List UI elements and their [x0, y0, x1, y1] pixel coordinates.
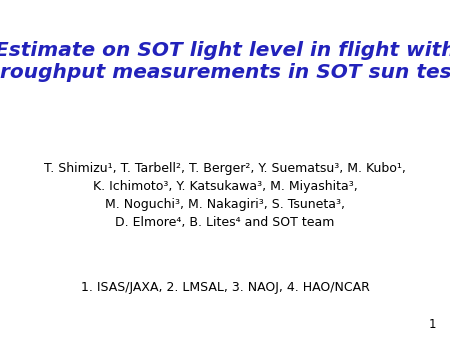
Text: Estimate on SOT light level in flight with
throughput measurements in SOT sun te: Estimate on SOT light level in flight wi… — [0, 41, 450, 82]
Text: T. Shimizu¹, T. Tarbell², T. Berger², Y. Suematsu³, M. Kubo¹,
K. Ichimoto³, Y. K: T. Shimizu¹, T. Tarbell², T. Berger², Y.… — [44, 162, 406, 229]
Text: 1. ISAS/JAXA, 2. LMSAL, 3. NAOJ, 4. HAO/NCAR: 1. ISAS/JAXA, 2. LMSAL, 3. NAOJ, 4. HAO/… — [81, 281, 369, 293]
Text: 1: 1 — [429, 318, 436, 331]
